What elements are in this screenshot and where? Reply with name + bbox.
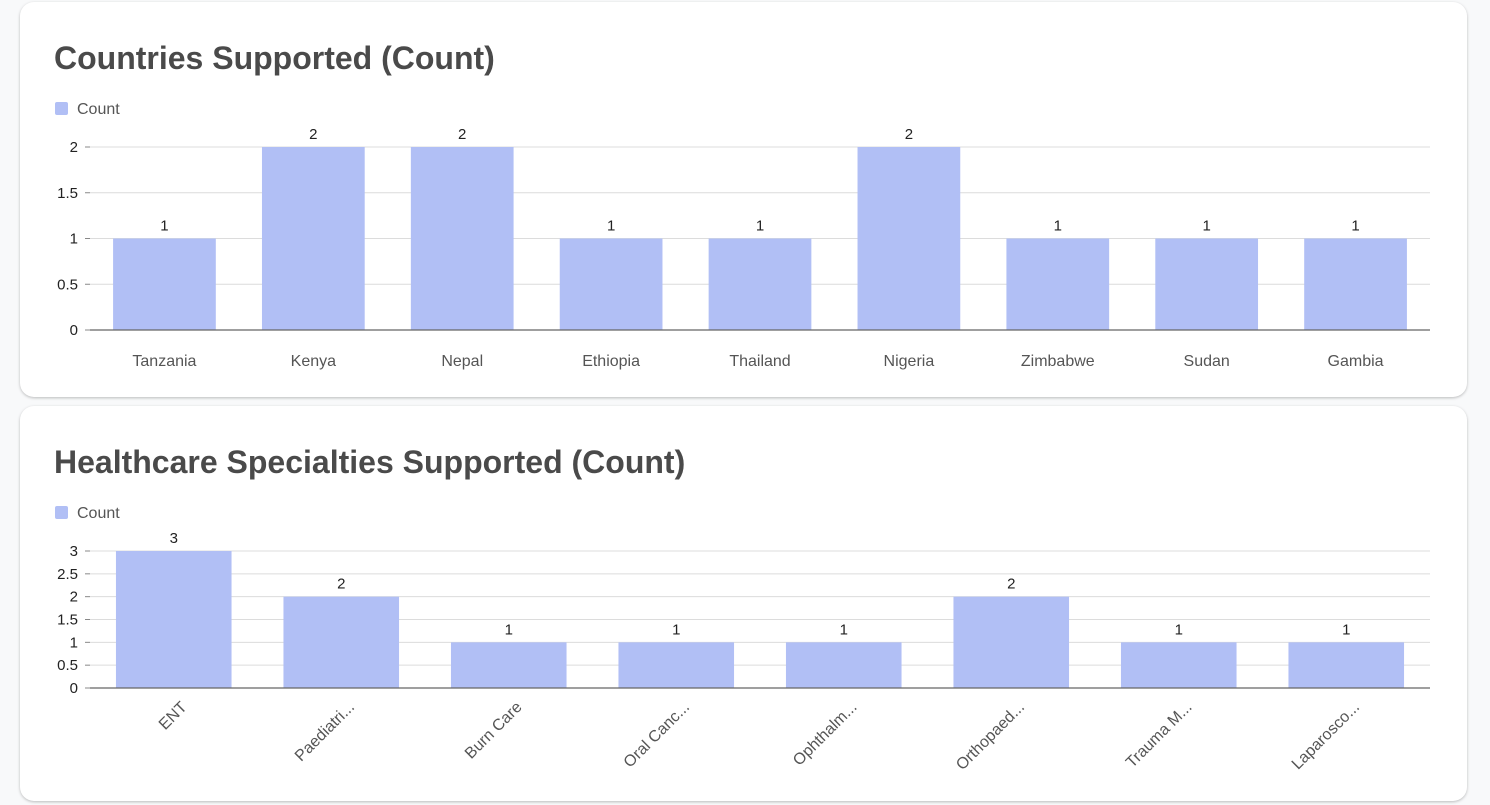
bar [113, 238, 216, 330]
bar [261, 147, 365, 330]
x-tick-label: Sudan [1184, 353, 1230, 370]
specialties-chart-card: Healthcare Specialties Supported (Count)… [20, 406, 1467, 801]
bar [115, 551, 232, 688]
data-label: 1 [672, 621, 680, 638]
data-label: 2 [1007, 576, 1015, 593]
y-tick-label: 3 [70, 543, 78, 560]
data-label: 1 [1342, 621, 1350, 638]
bar [785, 642, 902, 688]
data-label: 2 [905, 126, 913, 143]
data-label: 2 [309, 126, 317, 143]
legend-label: Count [77, 101, 120, 118]
x-tick-label: Zimbabwe [1021, 353, 1095, 370]
data-label: 1 [756, 218, 764, 235]
data-label: 1 [505, 621, 513, 638]
y-tick-label: 0.5 [57, 657, 78, 674]
y-tick-label: 1.5 [57, 612, 78, 629]
countries-bar-chart: Count 0 0.5 1 1.5 2 1 Tanzania 2 Kenya 2 Nepal 1 Ethi… [55, 101, 1430, 370]
x-tick-label: Paediatri... [292, 699, 358, 765]
legend-swatch [55, 506, 68, 519]
y-tick-label: 2 [70, 139, 78, 156]
data-label: 3 [170, 530, 178, 547]
x-tick-label: Gambia [1328, 353, 1384, 370]
bar [1155, 238, 1259, 330]
bar [953, 596, 1070, 688]
bar [1120, 642, 1237, 688]
data-label: 2 [458, 126, 466, 143]
bar [1304, 238, 1407, 330]
countries-chart-card: Countries Supported (Count) Count 0 0.5 1 1.… [20, 2, 1467, 397]
bar [618, 642, 735, 688]
bar [1006, 238, 1110, 330]
x-tick-label: Oral Canc... [621, 699, 693, 771]
y-tick-label: 1.5 [57, 185, 78, 202]
x-tick-label: Ethiopia [582, 353, 640, 370]
data-label: 1 [1202, 218, 1210, 235]
legend: Count [55, 505, 120, 522]
x-tick-label: Tanzania [132, 353, 196, 370]
chart-title: Countries Supported (Count) [54, 40, 495, 76]
legend: Count [55, 101, 120, 118]
y-tick-label: 0 [70, 680, 78, 697]
bar [559, 238, 663, 330]
y-tick-label: 2 [70, 589, 78, 606]
data-label: 2 [337, 576, 345, 593]
data-label: 1 [840, 621, 848, 638]
x-tick-label: Laparosco... [1289, 699, 1363, 773]
data-label: 1 [607, 218, 615, 235]
data-label: 1 [1351, 218, 1359, 235]
y-tick-label: 1 [70, 231, 78, 248]
x-tick-label: Kenya [291, 353, 336, 370]
bar [410, 147, 514, 330]
bar [283, 596, 400, 688]
bar [450, 642, 567, 688]
specialties-bar-chart: Count 0 0.5 1 1.5 2 2.5 3 3 ENT 2 Paediatri... 1 Burn… [55, 505, 1430, 774]
legend-label: Count [77, 505, 120, 522]
y-tick-label: 1 [70, 634, 78, 651]
y-tick-label: 0.5 [57, 276, 78, 293]
legend-swatch [55, 102, 68, 115]
data-label: 1 [1054, 218, 1062, 235]
x-tick-label: Nigeria [884, 353, 935, 370]
x-tick-label: Burn Care [462, 699, 526, 763]
bar [1288, 642, 1405, 688]
bar [857, 147, 961, 330]
bar [708, 238, 812, 330]
y-tick-label: 0 [70, 322, 78, 339]
x-tick-label: Orthopaed... [953, 699, 1028, 774]
x-tick-label: Trauma M... [1123, 699, 1196, 772]
x-tick-label: ENT [156, 699, 191, 734]
data-label: 1 [1175, 621, 1183, 638]
chart-title: Healthcare Specialties Supported (Count) [54, 444, 686, 480]
y-tick-label: 2.5 [57, 566, 78, 583]
x-tick-label: Thailand [729, 353, 790, 370]
x-tick-label: Nepal [441, 353, 483, 370]
x-tick-label: Ophthalm... [790, 699, 861, 770]
data-label: 1 [160, 218, 168, 235]
